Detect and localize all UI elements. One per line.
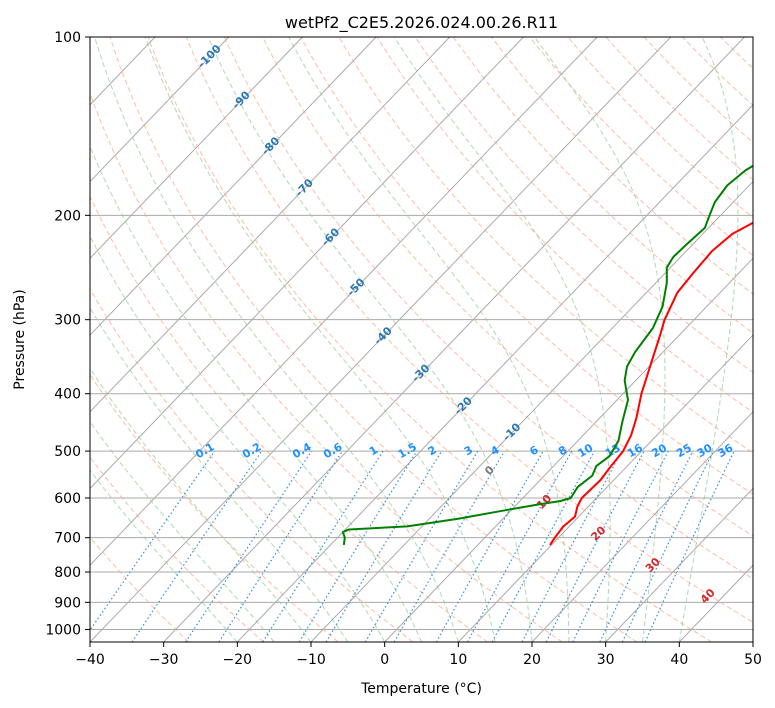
moist-adiabat-line [288, 37, 570, 642]
mixing-ratio-line [298, 450, 418, 642]
moist-adiabat-line [90, 367, 312, 642]
x-tick-label: −30 [149, 652, 179, 668]
y-axis-ticks: 100 200 300 400 500 600 700 800 900 1000 [45, 30, 90, 638]
dry-adiabat-line [90, 287, 414, 642]
dry-adiabat-line [529, 37, 753, 257]
dry-adiabat-line [90, 195, 488, 642]
moist-adiabat-line [144, 37, 496, 642]
temperature-profile-line [549, 221, 753, 546]
y-axis-label: Pressure (hPa) [12, 289, 28, 389]
dry-adiabat-line [414, 37, 753, 374]
isotherm-line [531, 411, 753, 642]
dry-adiabat-line [90, 91, 563, 642]
x-tick-label: 0 [380, 652, 389, 668]
isotherm-line [457, 334, 753, 642]
x-tick-label: 50 [744, 652, 762, 668]
isotherm-line [90, 37, 451, 413]
mixing-ratio-line [131, 450, 263, 642]
isotherm-line [163, 37, 745, 642]
dry-adiabat-line [452, 37, 753, 334]
y-tick-label: 1000 [45, 622, 81, 638]
isotherm-line [90, 37, 303, 260]
y-tick-label: 300 [54, 313, 81, 329]
mixing-ratio-line [435, 450, 544, 642]
x-tick-label: 40 [670, 652, 688, 668]
moist-adiabat-line [393, 37, 611, 642]
isotherm-line [236, 104, 753, 642]
y-tick-label: 500 [54, 444, 81, 460]
mixing-ratio-line [393, 450, 505, 642]
dry-adiabat-line [90, 456, 264, 642]
dry-adiabat-line [643, 37, 753, 144]
x-tick-label: 10 [449, 652, 467, 668]
y-tick-label: 400 [54, 387, 81, 403]
mixing-ratio-line [599, 450, 694, 642]
moist-adiabat-line [207, 37, 533, 642]
moist-adiabat-line [90, 306, 349, 642]
dry-adiabat-line [147, 37, 712, 642]
x-tick-label: −20 [223, 652, 253, 668]
x-tick-label: 30 [597, 652, 615, 668]
dry-adiabat-line [223, 37, 753, 580]
x-axis-label: Temperature (°C) [360, 681, 482, 697]
dry-adiabat-line [262, 37, 753, 537]
mixing-ratio-line [325, 450, 443, 642]
isotherm-line [90, 37, 524, 490]
background-lines [90, 37, 753, 642]
y-tick-label: 800 [54, 565, 81, 581]
moist-adiabat-line [90, 469, 238, 642]
y-tick-label: 600 [54, 491, 81, 507]
dry-adiabat-line [109, 37, 638, 642]
x-tick-label: −10 [296, 652, 326, 668]
mixing-ratio-line [262, 450, 384, 642]
isotherm-line [90, 37, 230, 183]
moist-adiabat-line [90, 235, 386, 642]
dry-adiabat-line [338, 37, 753, 454]
y-tick-label: 700 [54, 531, 81, 547]
moist-adiabat-line [90, 145, 422, 642]
isotherm-line [90, 37, 672, 642]
y-tick-label: 200 [54, 208, 81, 224]
mixing-ratio-line [466, 450, 573, 642]
moist-adiabat-line [678, 37, 739, 642]
dry-adiabat-line [300, 37, 753, 495]
x-tick-label: −40 [75, 652, 105, 668]
mixing-ratio-line [218, 450, 343, 642]
dry-adiabat-line [567, 37, 753, 219]
isotherm-line [605, 487, 753, 642]
mixing-ratio-line [491, 450, 596, 642]
dewpoint-profile-line [341, 164, 753, 546]
moist-adiabat-line [534, 37, 666, 642]
isotherm-line [384, 257, 753, 642]
y-tick-label: 900 [54, 595, 81, 611]
mixing-ratio-line [621, 450, 714, 642]
dry-adiabat-line [90, 536, 190, 642]
dry-adiabat-line [185, 37, 753, 623]
profile-lines [341, 164, 753, 546]
isotherm-line [90, 37, 377, 336]
x-axis-ticks: −40 −30 −20 −10 0 10 20 30 40 50 [75, 642, 762, 668]
plot-frame [89, 36, 754, 643]
chart-title: wetPf2_C2E5.2026.024.00.26.R11 [285, 13, 558, 33]
mixing-ratio-line [364, 450, 479, 642]
isotherm-line [90, 37, 598, 566]
dry-adiabat-line [605, 37, 753, 181]
y-tick-label: 100 [54, 30, 81, 46]
mixing-ratio-line [644, 450, 735, 642]
mixing-ratio-line [90, 450, 216, 632]
moist-adiabat-line [94, 37, 459, 642]
x-tick-label: 20 [523, 652, 541, 668]
